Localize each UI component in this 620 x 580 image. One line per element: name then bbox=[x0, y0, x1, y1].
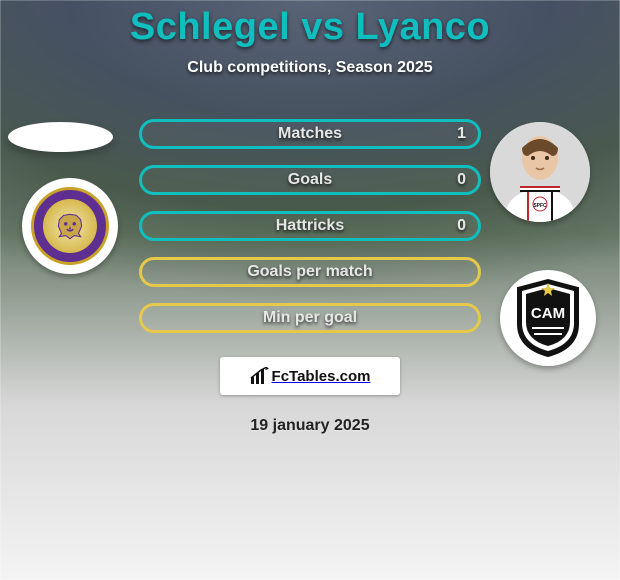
svg-text:CAM: CAM bbox=[531, 305, 565, 322]
stat-pill-goals: Goals 0 bbox=[139, 165, 481, 195]
right-team-crest: CAM bbox=[500, 270, 600, 370]
date-text: 19 january 2025 bbox=[0, 417, 620, 435]
stat-value: 0 bbox=[457, 171, 466, 189]
orlando-city-badge-outer bbox=[31, 187, 109, 265]
stat-pill-min-per-goal: Min per goal bbox=[139, 303, 481, 333]
stat-label: Matches bbox=[278, 125, 342, 143]
stat-value: 0 bbox=[457, 217, 466, 235]
right-player-avatar: SPFC bbox=[490, 122, 590, 222]
bar-chart-icon bbox=[250, 367, 270, 385]
stat-pill-goals-per-match: Goals per match bbox=[139, 257, 481, 287]
crest-background: CAM bbox=[500, 270, 596, 366]
watermark-text: FcTables.com bbox=[272, 368, 371, 385]
watermark-link[interactable]: FcTables.com bbox=[220, 357, 400, 395]
crest-background bbox=[22, 178, 118, 274]
page-subtitle: Club competitions, Season 2025 bbox=[0, 59, 620, 77]
left-player-avatar-placeholder bbox=[8, 122, 113, 152]
card-content: Schlegel vs Lyanco Club competitions, Se… bbox=[0, 0, 620, 580]
atletico-mineiro-badge-icon: CAM bbox=[512, 278, 584, 358]
stat-pill-hattricks: Hattricks 0 bbox=[139, 211, 481, 241]
orlando-city-lion-icon bbox=[43, 199, 97, 253]
page-title: Schlegel vs Lyanco bbox=[0, 6, 620, 49]
stat-label: Goals bbox=[288, 171, 332, 189]
player-portrait-icon: SPFC bbox=[490, 122, 590, 222]
svg-text:SPFC: SPFC bbox=[533, 203, 547, 209]
stat-label: Hattricks bbox=[276, 217, 344, 235]
left-team-crest bbox=[22, 178, 118, 274]
stat-pill-matches: Matches 1 bbox=[139, 119, 481, 149]
stat-label: Min per goal bbox=[263, 309, 357, 327]
lion-icon bbox=[53, 209, 87, 243]
stat-value: 1 bbox=[457, 125, 466, 143]
stat-label: Goals per match bbox=[247, 263, 372, 281]
